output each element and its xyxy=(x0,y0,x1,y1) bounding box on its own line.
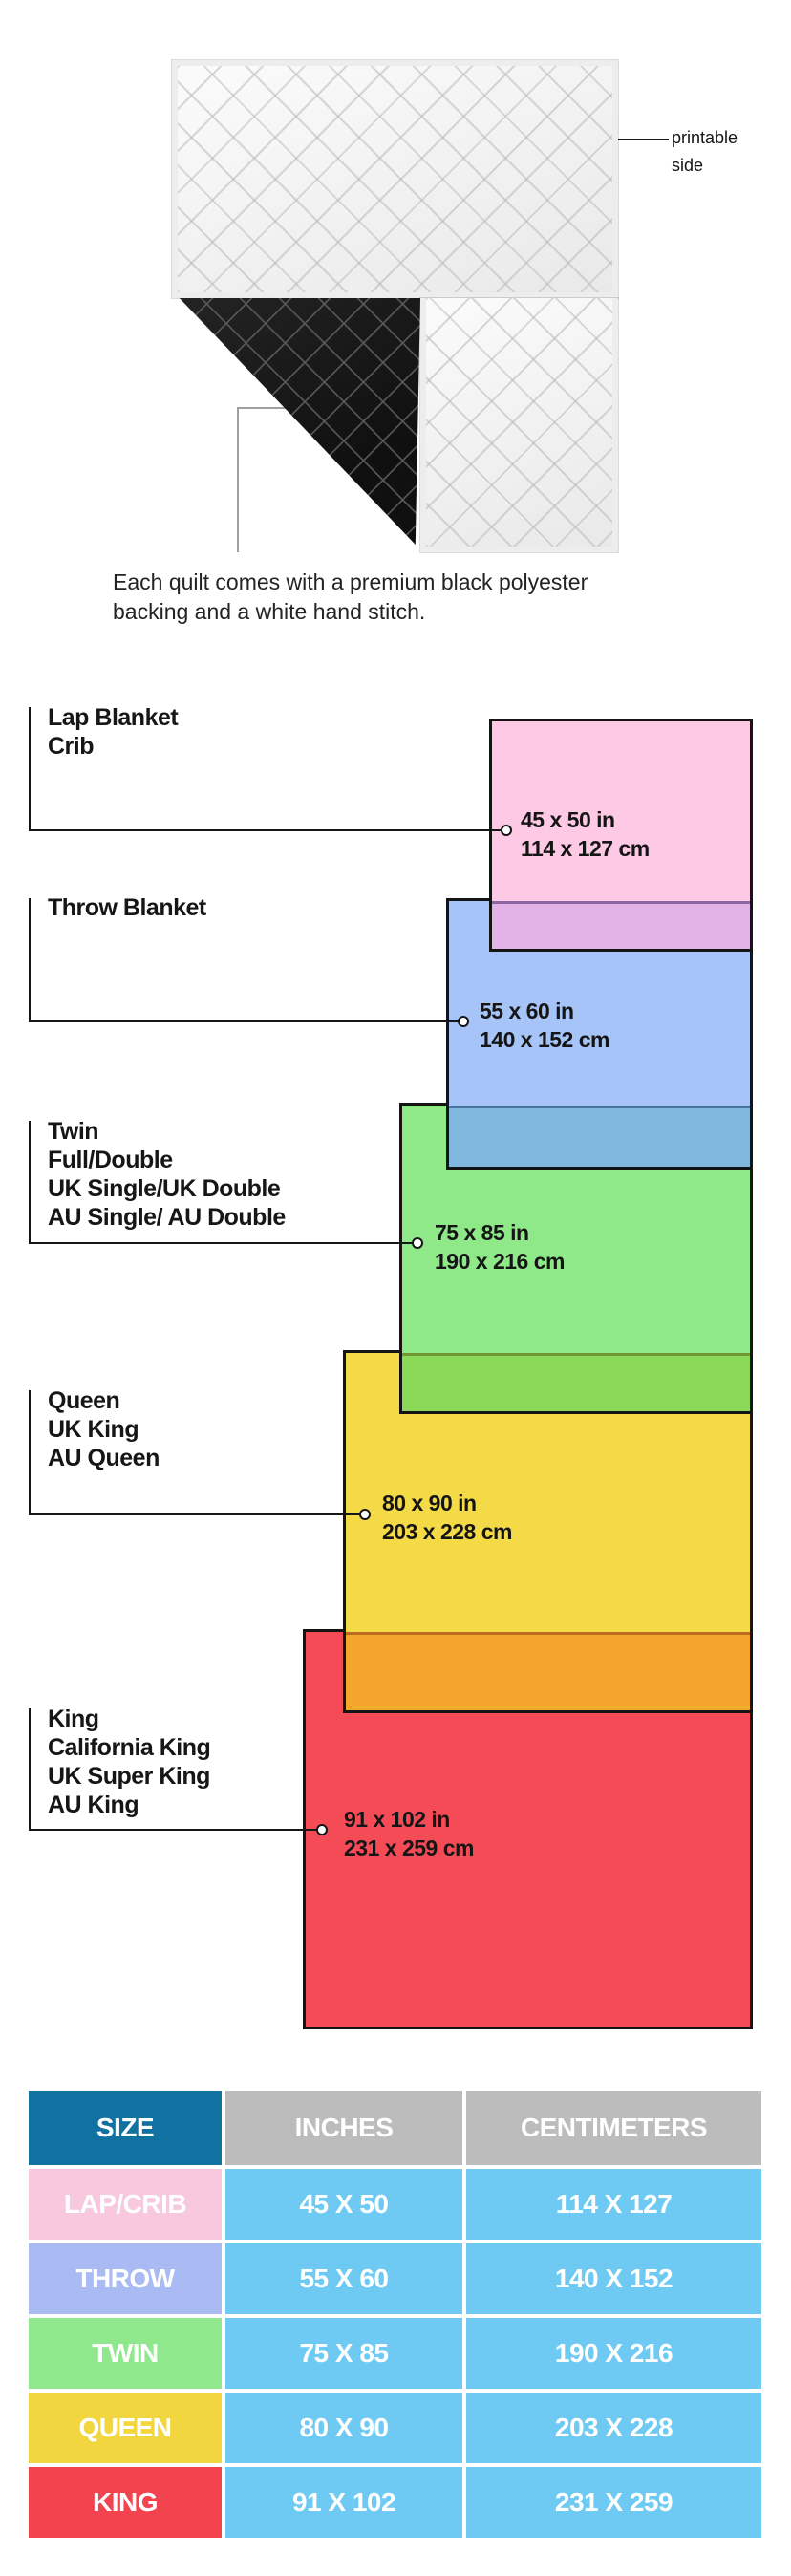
twin-label: Twin Full/Double UK Single/UK Double AU … xyxy=(48,1118,286,1231)
overlap-throw-twin xyxy=(449,1106,750,1167)
table-row-lap-cm: 114 X 127 xyxy=(466,2169,761,2240)
king-dimensions: 91 x 102 in 231 x 259 cm xyxy=(344,1807,474,1860)
lap-label-rule xyxy=(29,707,31,831)
table-row-queen-inches: 80 X 90 xyxy=(225,2393,462,2463)
lap-label: Lap Blanket Crib xyxy=(48,704,179,760)
table-header-inches: INCHES xyxy=(225,2091,462,2165)
table-header-size: SIZE xyxy=(29,2091,222,2165)
quilt-illustration xyxy=(172,60,618,552)
queen-marker-icon xyxy=(359,1509,371,1520)
king-leader-line xyxy=(30,1829,318,1831)
overlap-lap-throw xyxy=(492,901,750,949)
quilt-front-right xyxy=(420,298,618,552)
table-row-throw-inches: 55 X 60 xyxy=(225,2243,462,2314)
twin-leader-line xyxy=(30,1242,414,1244)
table-row-twin-cm: 190 X 216 xyxy=(466,2318,761,2389)
quilt-front-top xyxy=(172,60,618,298)
lap-marker-icon xyxy=(501,825,512,836)
size-table: SIZE INCHES CENTIMETERS LAP/CRIB 45 X 50… xyxy=(29,2091,761,2538)
twin-marker-icon xyxy=(412,1237,423,1249)
king-label: King California King UK Super King AU Ki… xyxy=(48,1706,211,1818)
quilt-caption: Each quilt comes with a premium black po… xyxy=(113,569,588,624)
table-row-king-inches: 91 X 102 xyxy=(225,2467,462,2538)
twin-dimensions: 75 x 85 in 190 x 216 cm xyxy=(435,1220,565,1274)
lap-leader-line xyxy=(30,829,502,831)
table-row-king-size: KING xyxy=(29,2467,222,2538)
table-row-queen-size: QUEEN xyxy=(29,2393,222,2463)
king-marker-icon xyxy=(316,1824,328,1835)
throw-dimensions: 55 x 60 in 140 x 152 cm xyxy=(480,998,609,1052)
table-row-throw-size: THROW xyxy=(29,2243,222,2314)
throw-label: Throw Blanket xyxy=(48,894,206,921)
throw-label-rule xyxy=(29,898,31,1022)
table-row-throw-cm: 140 X 152 xyxy=(466,2243,761,2314)
backing-leader-line-v xyxy=(237,407,239,552)
twin-label-rule xyxy=(29,1121,31,1244)
table-row-twin-inches: 75 X 85 xyxy=(225,2318,462,2389)
king-label-rule xyxy=(29,1708,31,1831)
table-row-king-cm: 231 X 259 xyxy=(466,2467,761,2538)
queen-label: Queen UK King AU Queen xyxy=(48,1387,160,1471)
table-row-lap-inches: 45 X 50 xyxy=(225,2169,462,2240)
overlap-queen-king xyxy=(346,1632,750,1710)
table-row-queen-cm: 203 X 228 xyxy=(466,2393,761,2463)
lap-dimensions: 45 x 50 in 114 x 127 cm xyxy=(521,807,650,861)
queen-leader-line xyxy=(30,1513,361,1515)
quilt-black-backing-fold xyxy=(179,298,420,545)
table-row-lap-size: LAP/CRIB xyxy=(29,2169,222,2240)
throw-marker-icon xyxy=(458,1016,469,1027)
throw-leader-line xyxy=(30,1020,460,1022)
table-row-twin-size: TWIN xyxy=(29,2318,222,2389)
queen-dimensions: 80 x 90 in 203 x 228 cm xyxy=(382,1491,512,1544)
overlap-twin-queen xyxy=(402,1353,750,1411)
printable-side-label: printable side xyxy=(672,128,738,175)
queen-label-rule xyxy=(29,1390,31,1515)
table-header-centimeters: CENTIMETERS xyxy=(466,2091,761,2165)
